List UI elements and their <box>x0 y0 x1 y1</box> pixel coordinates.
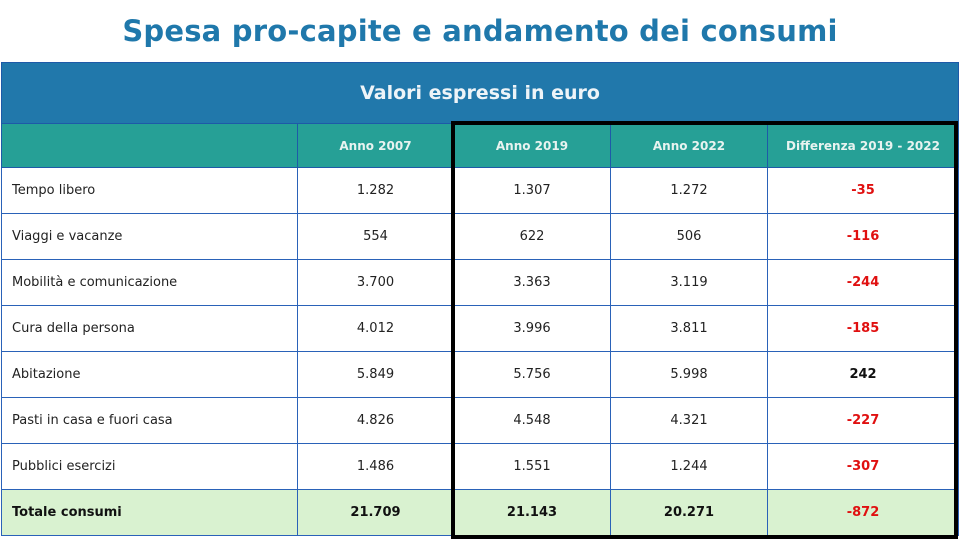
row-label: Viaggi e vacanze <box>1 213 298 260</box>
cell-2022: 506 <box>610 213 768 260</box>
cell-2019: 4.548 <box>453 397 611 444</box>
table-header-row: Anno 2007 Anno 2019 Anno 2022 Differenza… <box>1 123 960 168</box>
cell-2022: 3.811 <box>610 305 768 352</box>
cell-2019: 5.756 <box>453 351 611 398</box>
table-row: Pasti in casa e fuori casa 4.826 4.548 4.32… <box>1 397 960 444</box>
cell-2007: 4.826 <box>297 397 454 444</box>
row-label: Pasti in casa e fuori casa <box>1 397 298 444</box>
table-row: Mobilità e comunicazione 3.700 3.363 3.119-… <box>1 259 960 306</box>
table-row: Pubblici esercizi 1.486 1.551 1.244 -307 <box>1 443 960 490</box>
cell-2022: 5.998 <box>610 351 768 398</box>
header-anno-2022: Anno 2022 <box>610 123 768 168</box>
cell-2019: 3.996 <box>453 305 611 352</box>
cell-diff: -185 <box>766 305 960 352</box>
cell-2022: 1.244 <box>610 443 768 490</box>
cell-diff: -227 <box>766 397 960 444</box>
row-label: Mobilità e comunicazione <box>1 259 298 306</box>
cell-2007: 554 <box>297 213 454 260</box>
cell-2007: 3.700 <box>297 259 454 306</box>
total-2007: 21.709 <box>297 489 454 536</box>
cell-2007: 1.282 <box>297 167 454 214</box>
table-banner: Valori espressi in euro <box>0 62 960 124</box>
cell-diff: -244 <box>766 259 960 306</box>
cell-2022: 4.321 <box>610 397 768 444</box>
total-2022: 20.271 <box>610 489 768 536</box>
cell-2022: 1.272 <box>610 167 768 214</box>
total-diff: -872 <box>766 489 960 536</box>
table-row: Tempo libero 1.282 1.307 1.272 -35 <box>1 167 960 214</box>
total-2019: 21.143 <box>453 489 611 536</box>
row-label: Cura della persona <box>1 305 298 352</box>
header-anno-2007: Anno 2007 <box>297 123 454 168</box>
cell-2019: 1.551 <box>453 443 611 490</box>
cell-2019: 3.363 <box>453 259 611 306</box>
table-row: Abitazione 5.849 5.756 5.998 242 <box>1 351 960 398</box>
total-label: Totale consumi <box>1 489 298 536</box>
cell-diff: -307 <box>766 443 960 490</box>
cell-diff: 242 <box>766 351 960 398</box>
table-banner-row: Valori espressi in euro <box>0 62 960 124</box>
row-label: Abitazione <box>1 351 298 398</box>
cell-diff: -116 <box>766 213 960 260</box>
header-empty <box>1 123 298 168</box>
cell-diff: -35 <box>766 167 960 214</box>
consumption-table: Valori espressi in euro Anno 2007 Anno 2… <box>0 62 960 536</box>
cell-2019: 1.307 <box>453 167 611 214</box>
table-total-row: Totale consumi 21.709 21.143 20.271 -872 <box>1 489 960 536</box>
table-row: Viaggi e vacanze 554 622 506 -116 <box>1 213 960 260</box>
page-title: Spesa pro-capite e andamento dei consumi <box>122 14 838 48</box>
cell-2007: 1.486 <box>297 443 454 490</box>
header-anno-2019: Anno 2019 <box>453 123 611 168</box>
table-row: Cura della persona 4.012 3.996 3.811 -185 <box>1 305 960 352</box>
header-differenza: Differenza 2019 - 2022 <box>766 123 960 168</box>
row-label: Tempo libero <box>1 167 298 214</box>
cell-2007: 4.012 <box>297 305 454 352</box>
row-label: Pubblici esercizi <box>1 443 298 490</box>
cell-2022: 3.119 <box>610 259 768 306</box>
cell-2007: 5.849 <box>297 351 454 398</box>
cell-2019: 622 <box>453 213 611 260</box>
